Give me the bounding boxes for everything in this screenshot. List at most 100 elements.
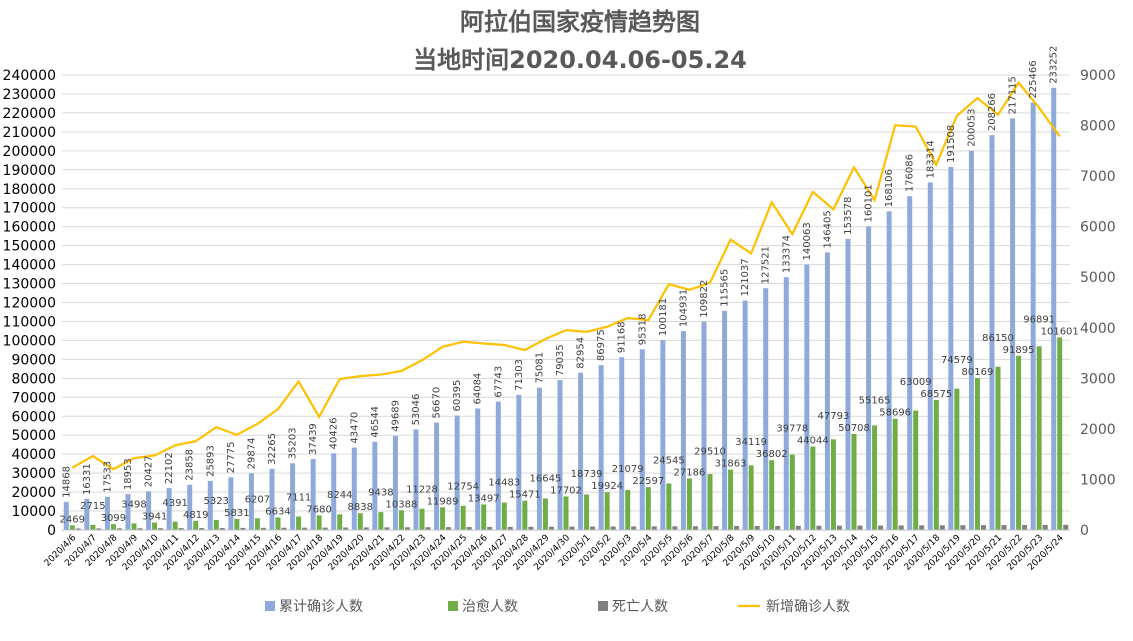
bar-confirmed [125,494,131,530]
bar-deaths [487,526,493,530]
bar-confirmed [1051,87,1057,530]
data-label-recovered: 2469 [60,514,85,525]
data-label-confirmed: 200053 [966,109,977,147]
data-label-confirmed: 153578 [843,197,854,235]
data-label-confirmed: 46544 [370,406,381,438]
bar-deaths [137,528,143,530]
bar-confirmed [516,394,522,530]
data-label-recovered: 5323 [204,496,229,507]
y2-tick-label: 2000 [1080,422,1116,438]
data-label-recovered: 18739 [571,469,603,480]
data-label-confirmed: 67743 [493,366,504,398]
y-tick-label: 240000 [3,68,56,84]
y-tick-label: 180000 [3,182,56,198]
y-tick-label: 30000 [11,466,56,482]
bar-recovered [69,525,75,530]
y2-tick-label: 3000 [1080,371,1116,387]
bar-confirmed [146,491,152,530]
bar-confirmed [495,401,501,530]
data-label-recovered: 16645 [530,473,562,484]
bar-deaths [548,526,554,530]
bar-recovered [892,418,898,530]
data-label-confirmed: 64084 [473,373,484,405]
bar-recovered [234,518,240,530]
bar-recovered [933,399,939,530]
data-label-recovered: 3099 [101,513,126,524]
bar-confirmed [804,264,810,530]
bar-deaths [1022,524,1028,530]
bar-deaths [446,527,452,530]
data-label-recovered: 50708 [838,423,870,434]
bar-recovered [872,425,878,530]
data-label-confirmed: 22102 [164,452,175,484]
legend-label: 死亡人数 [612,599,668,615]
bar-recovered [440,507,446,530]
bar-deaths [816,525,822,530]
bar-deaths [219,527,225,530]
data-label-recovered: 15471 [509,490,541,501]
bar-recovered [542,498,548,530]
y-tick-label: 110000 [3,314,56,330]
data-label-recovered: 27186 [674,467,706,478]
data-label-recovered: 4819 [183,510,208,521]
bar-deaths [363,527,369,530]
y-tick-label: 80000 [11,371,56,387]
bar-recovered [748,465,754,530]
data-label-confirmed: 95318 [637,313,648,345]
data-label-recovered: 7680 [306,504,331,515]
legend-swatch [448,601,458,611]
data-label-recovered: 14483 [488,478,520,489]
bar-confirmed [660,340,666,530]
bar-recovered [131,523,137,530]
legend-swatch [265,601,275,611]
data-label-recovered: 29510 [694,447,726,458]
data-label-confirmed: 75081 [534,352,545,384]
data-label-recovered: 55165 [859,396,891,407]
data-label-recovered: 36802 [756,449,788,460]
bar-confirmed [907,196,913,530]
bar-recovered [686,478,692,530]
data-label-confirmed: 49689 [390,400,401,432]
bar-recovered [563,496,569,530]
bar-recovered [357,513,363,530]
data-label-recovered: 34119 [735,437,767,448]
bar-recovered [378,512,384,530]
bar-confirmed [557,380,563,530]
y-tick-label: 60000 [11,409,56,425]
data-label-confirmed: 146405 [822,210,833,248]
y2-tick-label: 8000 [1080,119,1116,135]
legend-label: 累计确诊人数 [279,599,363,615]
bar-deaths [878,525,884,530]
bar-recovered [398,510,404,530]
bar-deaths [610,526,616,530]
y-tick-label: 90000 [11,352,56,368]
bar-recovered [1016,355,1022,530]
data-label-recovered: 3498 [121,500,146,511]
bar-confirmed [63,501,69,530]
bar-recovered [645,487,651,530]
data-label-recovered: 47793 [818,411,850,422]
bar-deaths [960,525,966,530]
bar-deaths [322,527,328,530]
data-label-confirmed: 53046 [411,394,422,426]
y-tick-label: 170000 [3,201,56,217]
bar-confirmed [680,331,686,530]
bar-confirmed [948,166,954,531]
bar-recovered [316,515,322,530]
y-tick-label: 230000 [3,87,56,103]
data-label-confirmed: 109822 [699,280,710,318]
chart-title: 阿拉伯国家疫情趋势图 [460,8,700,36]
bar-confirmed [1030,102,1036,530]
data-label-confirmed: 29874 [246,438,257,470]
data-label-recovered: 91895 [1003,345,1035,356]
y2-tick-label: 7000 [1080,169,1116,185]
y-tick-label: 220000 [3,106,56,122]
data-label-confirmed: 133374 [781,235,792,273]
data-label-recovered: 13497 [468,493,500,504]
bar-deaths [713,526,719,530]
y-tick-label: 50000 [11,428,56,444]
y2-tick-label: 4000 [1080,321,1116,337]
bar-recovered [481,504,487,530]
